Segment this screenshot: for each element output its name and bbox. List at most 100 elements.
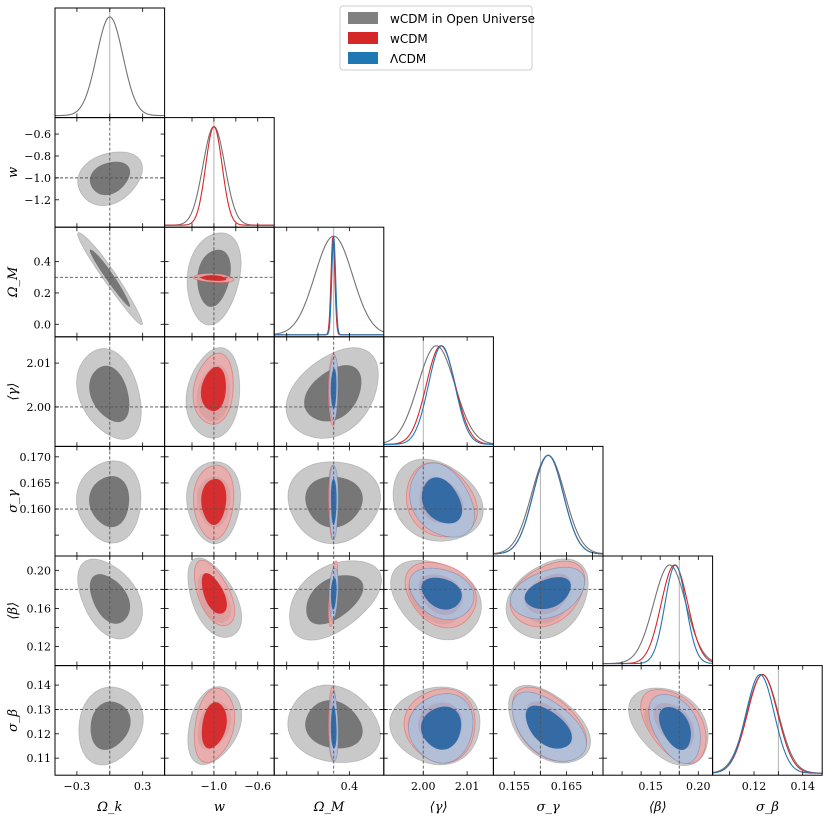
marginal-curve-wCDM in Open Universe: [274, 235, 384, 335]
y-tick-label: 0.16: [27, 602, 52, 615]
contour-68-wCDM in Open Universe: [89, 476, 130, 528]
contour-68-ΛCDM: [658, 707, 691, 750]
marginal-curve-wCDM: [383, 345, 494, 445]
axis-label-layer: Ω_k w Ω_M ⟨γ⟩ σ_γ ⟨β⟩ σ_βwΩ_M⟨γ⟩σ_γ⟨β⟩σ_β: [6, 167, 779, 815]
y-tick-label: −0.8: [24, 150, 51, 163]
marginal-curve-wCDM: [712, 674, 823, 774]
panel-sb-vs-ok: [55, 665, 165, 776]
y-tick-label: −0.6: [24, 128, 51, 141]
y-tick-label: 0.20: [27, 564, 52, 577]
panel-g-vs-ok: [55, 336, 165, 447]
panel-sg-vs-ok: [55, 446, 165, 556]
x-tick-label: −1.0: [201, 780, 228, 793]
y-tick-label: 0.14: [27, 679, 52, 692]
marginal-curve-ΛCDM: [274, 236, 384, 336]
marginal-curve-ΛCDM: [603, 564, 713, 665]
tick-layer: −0.3 0.3 −1.0 −0.6 0.4 2.00 2.01 0.155 0.165 0.15…: [20, 8, 815, 793]
contour-68-wCDM in Open Universe: [89, 365, 130, 423]
panel-g-vs-w: [164, 336, 275, 447]
panel-om-vs-w: [164, 227, 275, 337]
panel-frame: [492, 445, 604, 557]
marginal-curve-wCDM in Open Universe: [712, 674, 823, 774]
x-tick-label: 0.12: [742, 780, 767, 793]
y-tick-label: 2.01: [27, 357, 52, 370]
contour-68-ΛCDM: [525, 705, 572, 749]
x-tick-label: 0.14: [790, 780, 815, 793]
marginal-sg: [493, 446, 603, 556]
contour-68-ΛCDM: [421, 706, 462, 750]
panel-sb-vs-sg: [493, 665, 603, 776]
y-axis-label-w: w: [6, 167, 21, 178]
legend-swatch-lcdm: [348, 52, 378, 64]
panel-frame: [164, 117, 275, 228]
panel-sg-vs-w: [164, 446, 275, 556]
y-axis-label-sb: σ_β: [6, 709, 21, 732]
marginal-curve-wCDM in Open Universe: [493, 454, 603, 555]
legend-label-wcdm: wCDM: [390, 32, 428, 46]
x-axis-label-om: Ω_M: [313, 800, 345, 815]
x-tick-label: 0.3: [134, 780, 152, 793]
y-tick-label: 0.13: [27, 703, 52, 716]
contour-68-ΛCDM: [421, 577, 462, 610]
y-tick-label: 0.12: [27, 728, 52, 741]
x-axis-label-sb: σ_β: [756, 800, 779, 815]
panel-g-vs-om: [274, 336, 384, 447]
x-tick-label: 0.4: [341, 780, 359, 793]
marginal-curve-wCDM in Open Universe: [383, 345, 494, 445]
x-tick-label: 0.15: [638, 780, 663, 793]
y-tick-label: −1.0: [24, 172, 51, 185]
marginal-curve-ΛCDM: [493, 454, 603, 555]
y-tick-label: 0.160: [20, 503, 52, 516]
x-axis-label-b: ⟨β⟩: [649, 800, 667, 815]
y-tick-label: 0.4: [34, 256, 52, 269]
panel-sg-vs-g: [383, 446, 494, 556]
x-tick-label: −0.3: [64, 780, 91, 793]
panel-b-vs-g: [383, 556, 494, 666]
panel-sb-vs-om: [274, 665, 384, 776]
contour-68-wCDM in Open Universe: [90, 701, 131, 750]
x-tick-label: 2.00: [411, 780, 436, 793]
marginal-w: [164, 117, 275, 228]
contour-68-ΛCDM: [524, 577, 571, 610]
legend-swatch-wcdm: [348, 32, 378, 44]
x-tick-label: 0.165: [551, 780, 583, 793]
x-tick-label: 0.20: [686, 780, 711, 793]
x-axis-label-sg: σ_γ: [537, 800, 560, 815]
contour-68-wCDM: [200, 366, 226, 412]
axes-frames: [54, 7, 823, 776]
panel-sb-vs-b: [603, 665, 713, 776]
marginal-curve-ΛCDM: [712, 674, 823, 774]
legend-label-lcdm: ΛCDM: [390, 52, 426, 66]
y-tick-label: 0.170: [20, 451, 52, 464]
x-axis-label-w: w: [214, 800, 225, 815]
y-tick-label: 2.00: [27, 401, 52, 414]
marginal-ok: [55, 8, 165, 118]
marginal-g: [383, 336, 494, 447]
panel-w-vs-ok: [55, 117, 165, 228]
y-axis-label-g: ⟨γ⟩: [6, 383, 21, 401]
panel-sb-vs-w: [164, 665, 275, 776]
marginal-curve-ΛCDM: [383, 345, 494, 445]
marginal-curve-wCDM: [164, 125, 275, 226]
contour-68-ΛCDM: [421, 477, 463, 524]
panel-b-vs-ok: [55, 556, 165, 666]
panel-b-vs-w: [164, 556, 275, 666]
contour-layer: [55, 117, 713, 776]
marginal-b: [603, 556, 713, 666]
panel-sb-vs-g: [383, 665, 494, 776]
panel-b-vs-sg: [493, 556, 603, 666]
legend-label-open: wCDM in Open Universe: [390, 12, 535, 26]
y-tick-label: 0.0: [34, 318, 52, 331]
x-tick-label: 0.155: [499, 780, 531, 793]
marginal-curve-wCDM: [274, 236, 384, 336]
contour-68-wCDM: [201, 702, 227, 749]
y-tick-label: −1.2: [24, 194, 51, 207]
y-tick-label: 0.2: [34, 287, 52, 300]
y-tick-label: 0.12: [27, 641, 52, 654]
x-tick-label: 2.01: [455, 780, 480, 793]
panel-frame: [712, 665, 823, 776]
marginal-curve-wCDM in Open Universe: [164, 125, 275, 226]
marginal-sb: [712, 665, 823, 776]
x-axis-label-ok: Ω_k: [96, 800, 122, 815]
